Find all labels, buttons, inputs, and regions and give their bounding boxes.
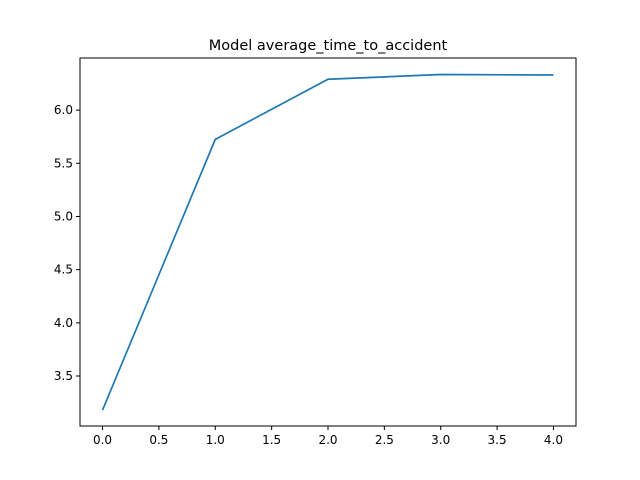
y-tick-label: 4.5 [54,263,73,277]
y-tick-label: 3.5 [54,369,73,383]
x-tick-label: 1.5 [262,433,281,447]
series-line [101,73,554,411]
x-tick-label: 2.5 [375,433,394,447]
y-tick-label: 4.0 [54,316,73,330]
y-tick-label: 5.5 [54,156,73,170]
x-tick-label: 1.0 [206,433,225,447]
x-axis: 0.0 0.5 1.0 1.5 2.0 2.5 3.0 3.5 4.0 [93,426,563,447]
x-tick-label: 0.0 [93,433,112,447]
y-tick-label: 5.0 [54,209,73,223]
x-tick-label: 3.0 [431,433,450,447]
x-tick-label: 4.0 [544,433,563,447]
chart-title: Model average_time_to_accident [209,38,448,54]
y-axis: 3.5 4.0 4.5 5.0 5.5 6.0 [54,103,80,383]
series-layer [101,73,554,411]
x-tick-label: 2.0 [318,433,337,447]
y-tick-label: 6.0 [54,103,73,117]
x-tick-label: 3.5 [488,433,507,447]
x-tick-label: 0.5 [149,433,168,447]
plot-area [79,57,577,427]
